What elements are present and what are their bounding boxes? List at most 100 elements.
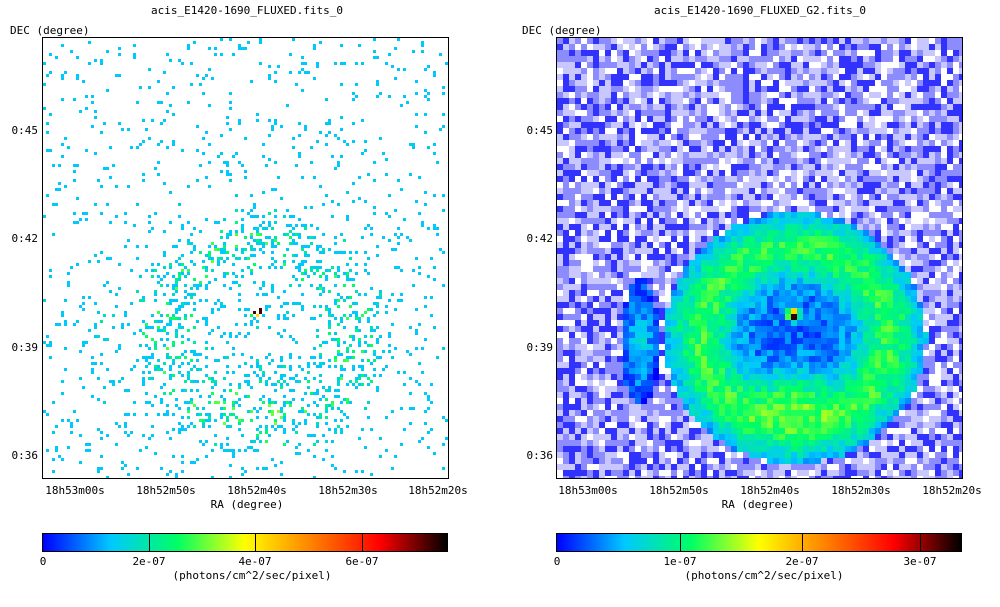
pixel <box>563 122 569 128</box>
pixel <box>839 206 845 212</box>
pixel <box>923 308 929 314</box>
pixel <box>157 173 160 176</box>
pixel <box>55 425 58 428</box>
pixel <box>319 314 322 317</box>
pixel <box>929 98 935 104</box>
pixel <box>331 314 334 317</box>
pixel <box>899 242 905 248</box>
pixel <box>773 68 779 74</box>
pixel <box>767 56 773 62</box>
pixel <box>767 80 773 86</box>
pixel <box>379 356 382 359</box>
pixel <box>647 206 653 212</box>
pixel <box>869 128 875 134</box>
pixel <box>791 200 797 206</box>
pixel <box>593 302 599 308</box>
pixel <box>929 284 935 290</box>
pixel <box>773 200 779 206</box>
pixel <box>713 44 719 50</box>
pixel <box>181 455 184 458</box>
pixel <box>388 215 391 218</box>
pixel <box>677 164 683 170</box>
pixel <box>641 134 647 140</box>
pixel <box>833 152 839 158</box>
pixel <box>899 80 905 86</box>
pixel <box>593 242 599 248</box>
pixel <box>905 182 911 188</box>
pixel <box>355 329 358 332</box>
pixel <box>223 248 226 251</box>
pixel <box>803 116 809 122</box>
plot-area[interactable] <box>556 37 963 479</box>
pixel <box>701 248 707 254</box>
pixel <box>671 290 677 296</box>
pixel <box>713 308 719 314</box>
pixel <box>190 62 193 65</box>
pixel <box>313 176 316 179</box>
pixel <box>325 275 328 278</box>
pixel <box>863 212 869 218</box>
pixel <box>953 230 959 236</box>
pixel <box>647 260 653 266</box>
pixel <box>175 404 178 407</box>
pixel <box>665 182 671 188</box>
pixel <box>893 284 899 290</box>
pixel <box>893 224 899 230</box>
pixel <box>211 242 214 245</box>
pixel <box>773 110 779 116</box>
pixel <box>229 425 232 428</box>
pixel <box>322 341 325 344</box>
pixel <box>785 254 791 260</box>
pixel <box>755 236 761 242</box>
pixel <box>863 290 869 296</box>
pixel <box>821 104 827 110</box>
pixel <box>76 74 79 77</box>
pixel <box>863 122 869 128</box>
pixel <box>659 296 665 302</box>
pixel <box>875 152 881 158</box>
pixel <box>166 356 169 359</box>
pixel <box>773 56 779 62</box>
pixel <box>166 410 169 413</box>
pixel <box>581 290 587 296</box>
pixel <box>617 68 623 74</box>
pixel <box>791 164 797 170</box>
y-axis-label: DEC (degree) <box>10 24 90 37</box>
pixel <box>761 68 767 74</box>
pixel <box>815 86 821 92</box>
pixel <box>839 194 845 200</box>
pixel <box>421 347 424 350</box>
pixel <box>599 302 605 308</box>
pixel <box>935 62 941 68</box>
pixel <box>325 389 328 392</box>
pixel <box>797 98 803 104</box>
pixel <box>845 176 851 182</box>
pixel <box>557 236 563 242</box>
pixel <box>187 302 190 305</box>
pixel <box>833 212 839 218</box>
pixel <box>761 200 767 206</box>
pixel <box>929 38 935 44</box>
pixel <box>557 68 563 74</box>
pixel <box>953 302 959 308</box>
pixel <box>749 302 755 308</box>
pixel <box>665 86 671 92</box>
pixel <box>181 353 184 356</box>
pixel <box>193 350 196 353</box>
pixel <box>415 347 418 350</box>
pixel <box>809 278 815 284</box>
pixel <box>250 410 253 413</box>
plot-area[interactable] <box>42 37 449 479</box>
pixel <box>268 434 271 437</box>
pixel <box>779 50 785 56</box>
pixel <box>731 212 737 218</box>
pixel <box>611 206 617 212</box>
pixel <box>767 44 773 50</box>
pixel <box>905 116 911 122</box>
pixel <box>184 356 187 359</box>
pixel <box>118 425 121 428</box>
pixel <box>313 476 316 478</box>
pixel <box>593 254 599 260</box>
pixel <box>659 260 665 266</box>
pixel <box>563 254 569 260</box>
